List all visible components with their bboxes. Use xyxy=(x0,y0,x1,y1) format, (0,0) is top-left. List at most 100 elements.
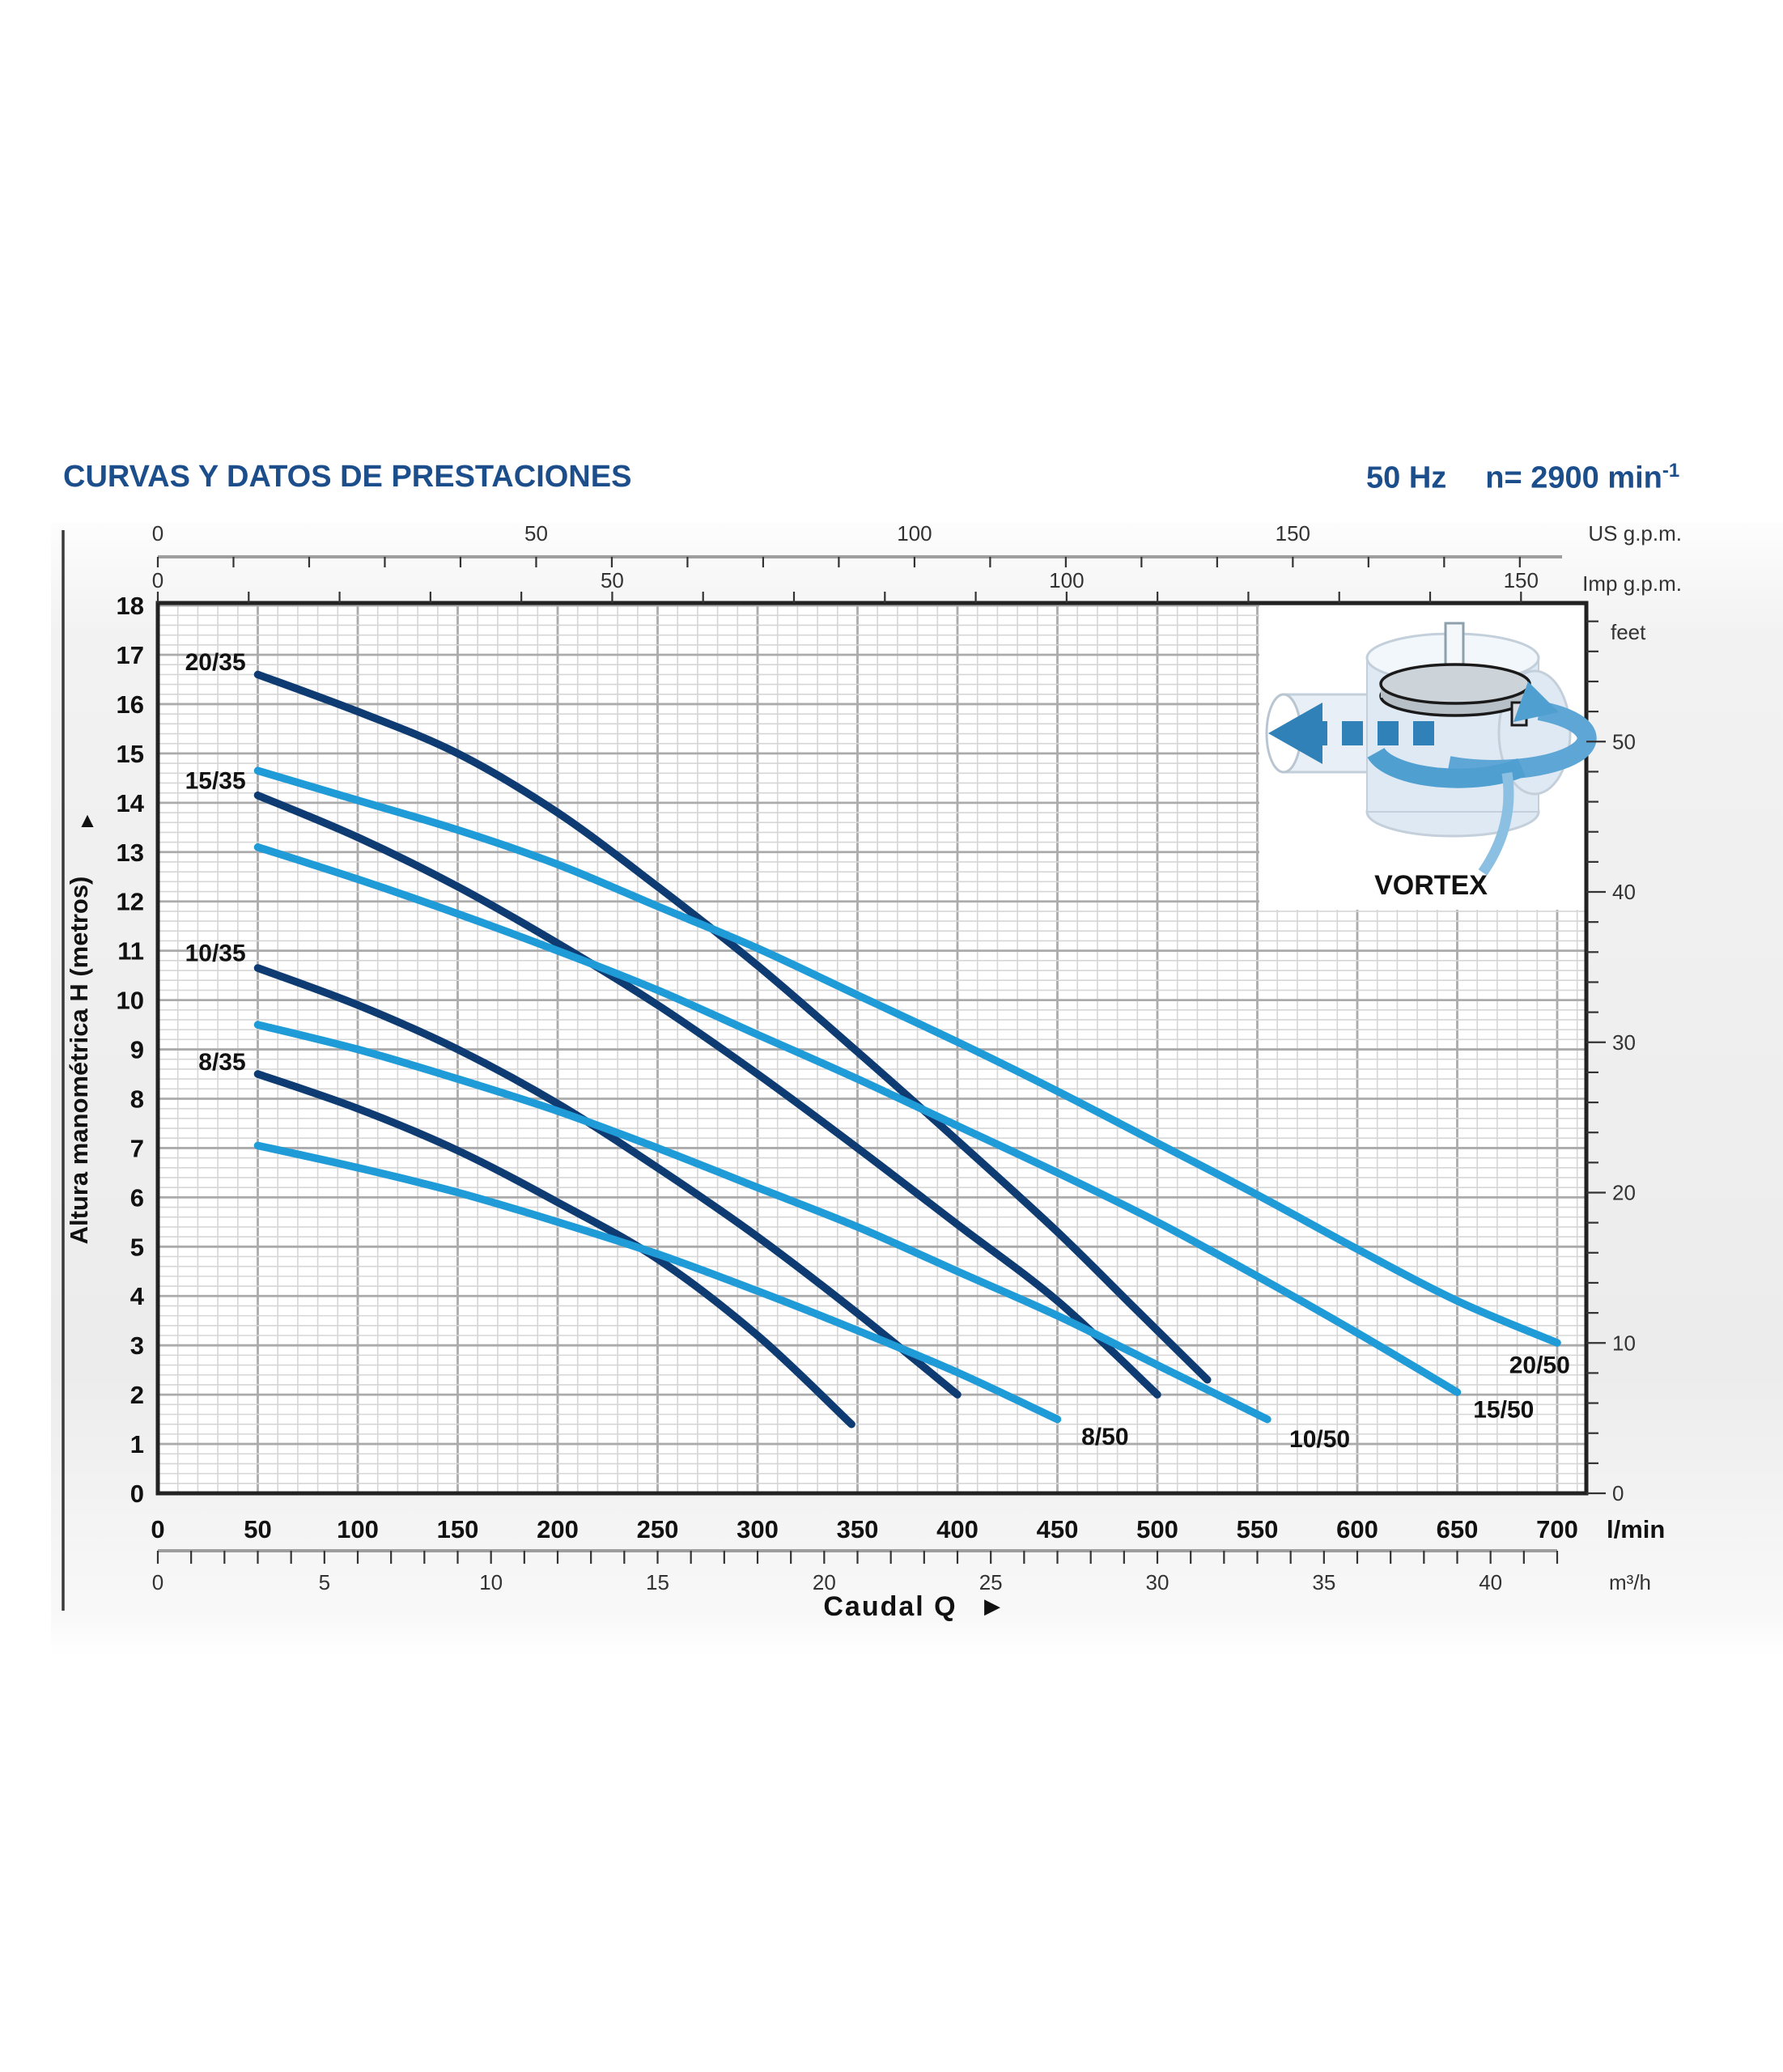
lmin-tick-label: 100 xyxy=(337,1515,379,1543)
curve-label-20-50: 20/50 xyxy=(1509,1352,1570,1379)
us-gpm-tick-label: 150 xyxy=(1276,521,1310,546)
speed-value: n= 2900 min xyxy=(1485,461,1662,495)
pump-impeller-disc xyxy=(1379,663,1531,705)
lmin-tick-label: 700 xyxy=(1536,1515,1578,1543)
imp-gpm-unit-label: Imp g.p.m. xyxy=(1582,571,1682,596)
feet-tick-label: 0 xyxy=(1612,1481,1624,1505)
pump-curve-20-50 xyxy=(253,766,1561,1347)
us-gpm-tick-label: 0 xyxy=(152,521,163,546)
lmin-unit-label: l/min xyxy=(1607,1515,1665,1543)
curve-label-8-35: 8/35 xyxy=(198,1049,245,1076)
metros-tick-label: 4 xyxy=(130,1282,145,1310)
frequency-speed-label: 50 Hz n= 2900 min-1 xyxy=(1366,460,1679,496)
feet-tick-label: 50 xyxy=(1612,729,1636,754)
curve-label-20-35: 20/35 xyxy=(185,649,246,676)
metros-tick-label: 1 xyxy=(130,1430,144,1458)
pump-curve-8-35 xyxy=(253,1070,855,1429)
lmin-tick-label: 450 xyxy=(1037,1515,1079,1543)
us-gpm-tick-label: 50 xyxy=(524,521,548,546)
m3h-tick-label: 0 xyxy=(152,1570,163,1594)
metros-tick-label: 13 xyxy=(117,839,144,867)
feet-unit-label: feet xyxy=(1611,620,1646,644)
m3h-unit-label: m³/h xyxy=(1609,1570,1651,1594)
vortex-swirl-front xyxy=(1367,747,1526,788)
feet-tick-label: 40 xyxy=(1612,880,1636,904)
curve-label-10-35: 10/35 xyxy=(185,940,246,967)
curve-labels: 20/35 15/35 10/35 8/35 8/50 10/50 15/50 20/50 xyxy=(185,649,1570,1453)
feet-tick-label: 20 xyxy=(1612,1181,1636,1205)
m3h-tick-label: 15 xyxy=(646,1570,669,1594)
lmin-tick-label: 250 xyxy=(637,1515,679,1543)
vortex-inset-label: VORTEX xyxy=(1374,870,1488,901)
lmin-tick-label: 500 xyxy=(1136,1515,1178,1543)
pump-curve-15-50 xyxy=(253,843,1462,1396)
vortex-swirl-arrowhead xyxy=(1513,681,1559,722)
metros-tick-label: 10 xyxy=(117,987,144,1015)
metros-tick-label: 7 xyxy=(130,1134,144,1162)
x-axis-arrow-icon: ▶ xyxy=(984,1594,1000,1618)
metros-tick-label: 9 xyxy=(130,1036,144,1064)
lmin-tick-label: 650 xyxy=(1437,1515,1479,1543)
pump-curve-10-50 xyxy=(253,1021,1271,1424)
x-axis-title: Caudal Q xyxy=(823,1591,957,1622)
feet-tick-label: 30 xyxy=(1612,1030,1636,1055)
vortex-swirl-tail xyxy=(1478,772,1514,876)
y-axis-title: Altura manométrica H (metros) xyxy=(65,877,93,1245)
vortex-pump-illustration xyxy=(1265,622,1597,876)
imp-gpm-tick-label: 150 xyxy=(1504,568,1539,592)
curves xyxy=(253,670,1561,1429)
metros-tick-label: 16 xyxy=(117,690,144,719)
lmin-tick-label: 600 xyxy=(1336,1515,1378,1543)
metros-tick-label: 8 xyxy=(130,1085,144,1113)
metros-tick-label: 12 xyxy=(117,888,144,916)
curve-label-8-50: 8/50 xyxy=(1081,1424,1128,1450)
feet-tick-label: 10 xyxy=(1612,1331,1636,1355)
lmin-tick-label: 150 xyxy=(437,1515,479,1543)
imp-gpm-tick-label: 50 xyxy=(601,568,624,592)
m3h-tick-label: 40 xyxy=(1479,1570,1502,1594)
lmin-tick-label: 350 xyxy=(837,1515,879,1543)
m3h-tick-label: 5 xyxy=(319,1570,330,1594)
m3h-tick-label: 25 xyxy=(979,1570,1003,1594)
metros-tick-label: 5 xyxy=(130,1233,144,1261)
metros-tick-label: 3 xyxy=(130,1331,144,1360)
m3h-tick-label: 20 xyxy=(813,1570,836,1594)
metros-tick-label: 2 xyxy=(130,1381,144,1409)
metros-tick-label: 11 xyxy=(117,937,144,966)
metros-tick-label: 18 xyxy=(117,592,144,620)
plot-border xyxy=(155,601,1589,1496)
y-axis-arrow-icon: ▲ xyxy=(77,808,98,832)
curve-label-15-50: 15/50 xyxy=(1473,1396,1534,1423)
pump-curve-8-50 xyxy=(253,1141,1062,1424)
imp-gpm-tick-label: 0 xyxy=(152,568,163,592)
m3h-tick-label: 35 xyxy=(1312,1570,1335,1594)
metros-tick-label: 17 xyxy=(117,641,144,669)
frequency-value: 50 Hz xyxy=(1366,461,1447,495)
outflow-arrowhead xyxy=(1268,703,1322,764)
metros-tick-label: 14 xyxy=(117,789,145,817)
lmin-tick-label: 0 xyxy=(151,1515,164,1543)
pump-curve-20-35 xyxy=(253,670,1212,1384)
curve-label-10-50: 10/50 xyxy=(1289,1426,1350,1453)
page-title: CURVAS Y DATOS DE PRESTACIONES xyxy=(63,460,632,494)
pump-curve-15-35 xyxy=(253,791,1161,1399)
speed-exponent: -1 xyxy=(1662,460,1680,482)
page-header: CURVAS Y DATOS DE PRESTACIONES 50 Hz n= 2… xyxy=(0,460,1783,508)
metros-tick-label: 0 xyxy=(130,1480,144,1508)
us-gpm-unit-label: US g.p.m. xyxy=(1588,521,1682,546)
lmin-tick-label: 550 xyxy=(1237,1515,1279,1543)
pump-curve-10-35 xyxy=(253,964,962,1399)
lmin-tick-label: 300 xyxy=(737,1515,779,1543)
metros-tick-label: 6 xyxy=(130,1183,144,1212)
curve-label-15-35: 15/35 xyxy=(185,767,246,794)
lmin-tick-label: 400 xyxy=(936,1515,979,1543)
us-gpm-tick-label: 100 xyxy=(897,521,932,546)
metros-tick-label: 15 xyxy=(117,740,144,768)
lmin-tick-label: 200 xyxy=(537,1515,579,1543)
m3h-tick-label: 10 xyxy=(479,1570,503,1594)
lmin-tick-label: 50 xyxy=(244,1515,271,1543)
m3h-tick-label: 30 xyxy=(1146,1570,1170,1594)
